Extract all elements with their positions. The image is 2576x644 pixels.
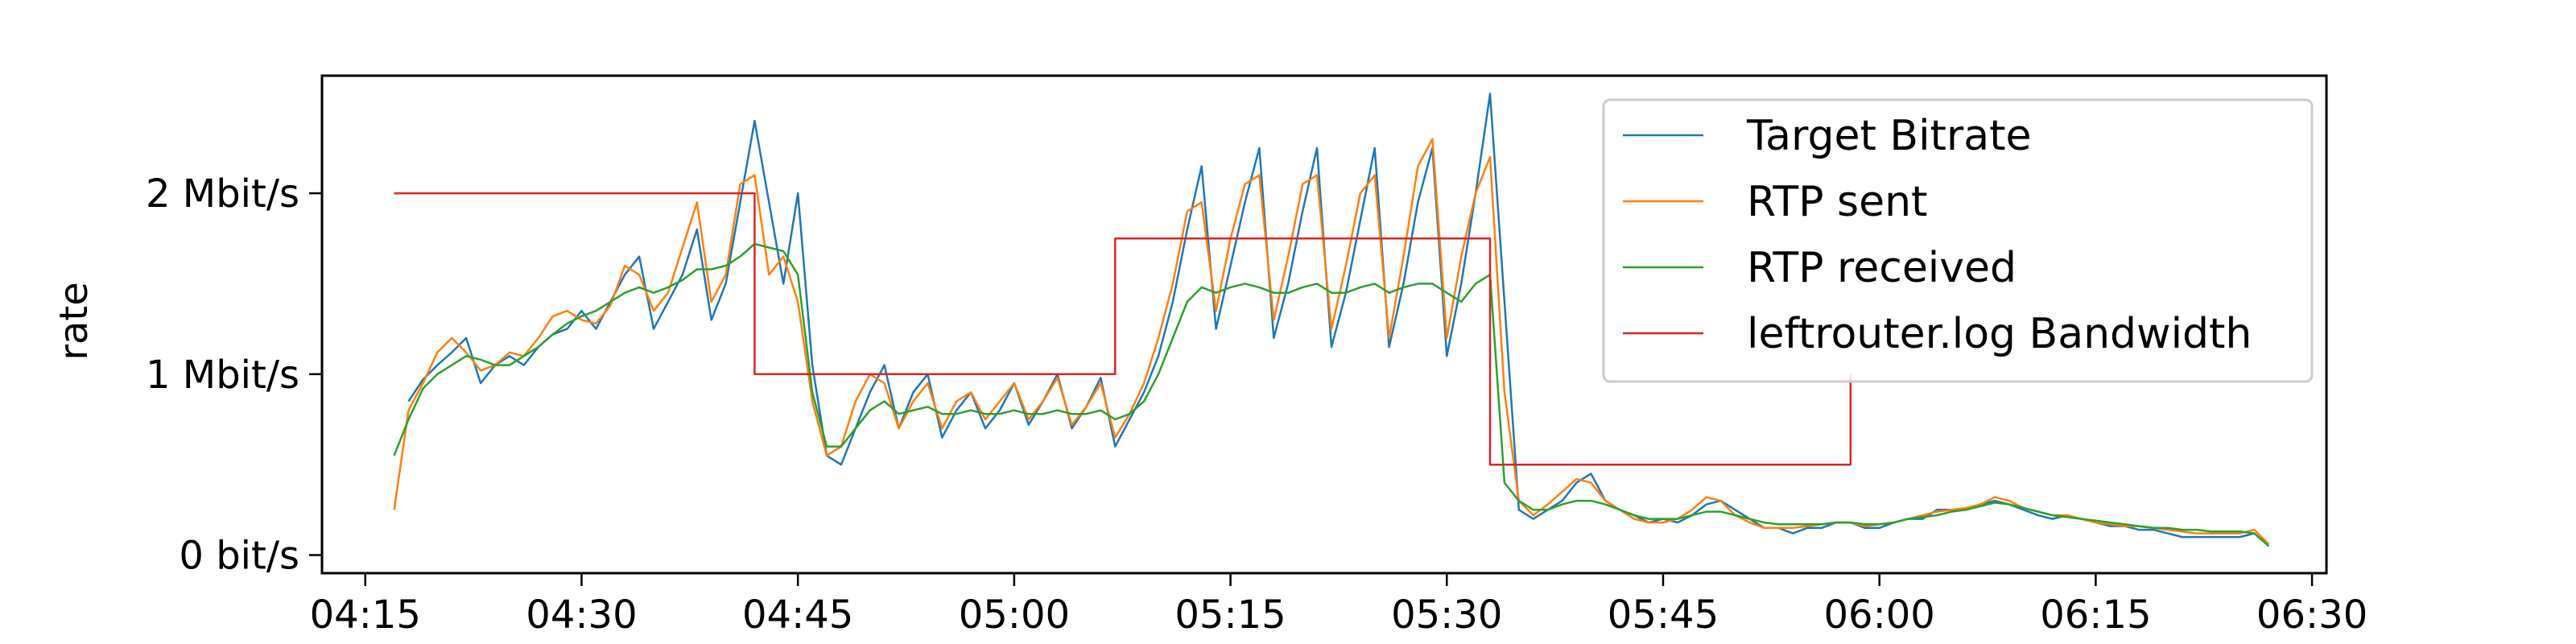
legend-label: Target Bitrate [1746,112,2032,160]
y-tick-label: 2 Mbit/s [146,171,299,217]
x-tick-label: 05:30 [1391,592,1502,638]
legend-label: leftrouter.log Bandwidth [1747,310,2252,358]
legend-label: RTP sent [1747,178,1927,226]
legend-label: RTP received [1747,244,2017,292]
legend-box [1602,98,2314,383]
plot-frame [320,74,2328,575]
y-tick-label: 1 Mbit/s [146,353,299,398]
series-line-rtp-received [393,242,2270,547]
legend: Target Bitrate RTP sent RTP received leftro… [1602,98,2314,383]
x-tick-label: 04:30 [526,592,637,638]
x-tick-label: 06:00 [1824,592,1935,638]
x-tick-label: 06:30 [2256,592,2368,638]
x-tick-label: 05:00 [959,592,1070,638]
x-tick-label: 06:15 [2040,592,2151,638]
x-axis: 04:15 04:30 04:45 05:00 05:15 05:30 05:45 06:00… [310,573,2368,638]
x-tick-label: 04:45 [742,592,853,638]
x-tick-label: 04:15 [310,592,421,638]
series-line-leftrouter-log-bandwidth [394,192,1852,466]
x-tick-label: 05:45 [1608,592,1719,638]
x-tick-label: 05:15 [1174,592,1286,638]
y-axis: 0 bit/s 1 Mbit/s 2 Mbit/s [146,171,322,579]
y-axis-label: rate [52,282,97,361]
y-tick-label: 0 bit/s [179,534,299,579]
plot-lines [393,93,2270,547]
